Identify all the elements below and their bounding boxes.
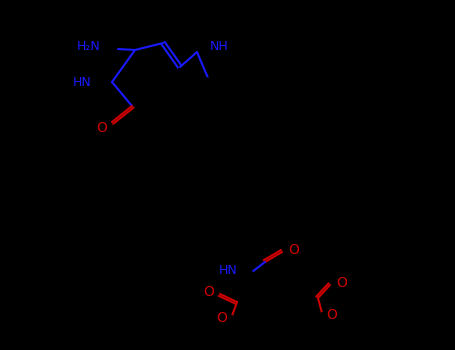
Text: Et: Et — [352, 314, 364, 327]
Text: O: O — [288, 243, 299, 257]
Text: HN: HN — [73, 76, 92, 89]
Text: O: O — [96, 121, 107, 135]
Text: H₂N: H₂N — [76, 40, 100, 52]
Text: O: O — [337, 276, 348, 290]
Text: Et: Et — [188, 316, 200, 329]
Text: NH: NH — [210, 40, 229, 52]
Text: O: O — [203, 285, 214, 299]
Text: HN: HN — [219, 264, 238, 276]
Text: O: O — [217, 311, 228, 325]
Text: O: O — [327, 308, 338, 322]
